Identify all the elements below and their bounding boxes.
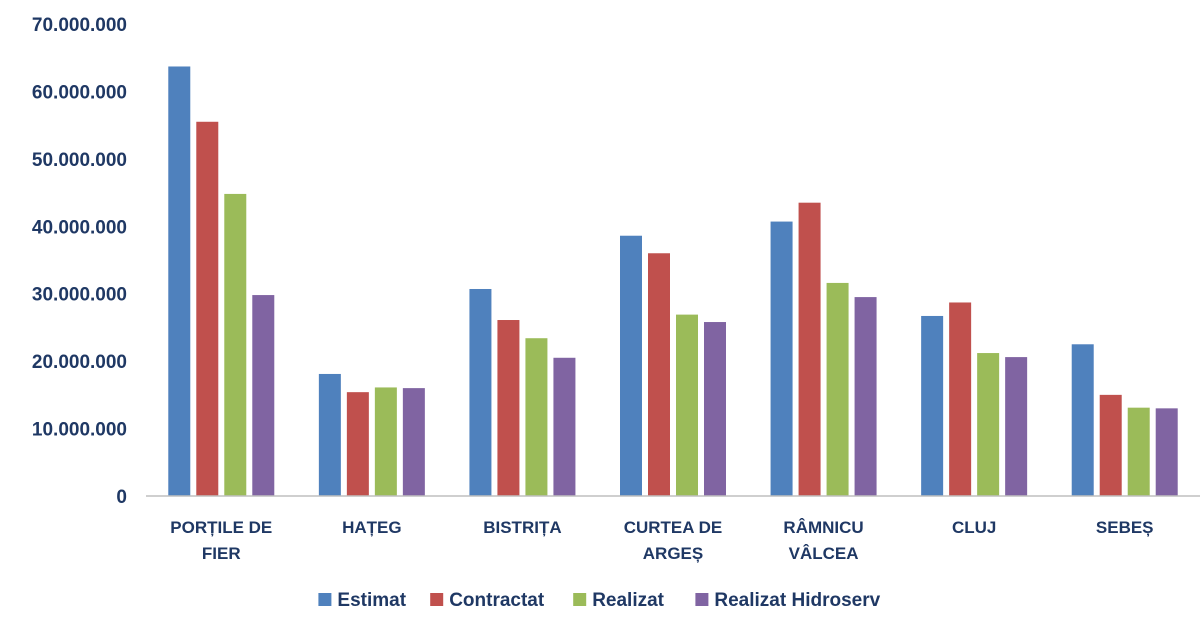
bar-realizat — [977, 353, 1000, 496]
bar-estimat — [1071, 344, 1094, 496]
bar-contractat — [497, 320, 520, 496]
x-tick-label: SEBEȘ — [1096, 518, 1154, 537]
legend-swatch — [318, 593, 332, 606]
legend-label: Estimat — [337, 590, 406, 611]
x-tick-label: VÂLCEA — [789, 544, 859, 563]
bar-contractat — [648, 253, 670, 496]
y-tick-label: 40.000.000 — [32, 217, 127, 238]
bar-realizat-hidroserv — [704, 322, 726, 496]
bar-estimat — [318, 373, 341, 496]
y-tick-label: 0 — [116, 487, 127, 508]
bar-realizat — [374, 387, 397, 496]
bar-estimat — [620, 235, 642, 496]
legend: Estimat Contractat Realizat Realizat Hidros… — [318, 590, 881, 611]
legend-swatch — [430, 593, 444, 606]
bar-realizat-hidroserv — [252, 295, 275, 496]
bars — [168, 66, 1178, 497]
y-tick-label: 20.000.000 — [32, 352, 127, 373]
x-tick-label: PORȚILE DE — [170, 518, 272, 537]
bar-contractat — [949, 302, 972, 496]
bar-realizat-hidroserv — [854, 297, 877, 496]
bar-realizat — [525, 338, 548, 496]
bar-estimat — [770, 221, 793, 496]
y-axis: 0 10.000.000 20.000.000 30.000.000 40.000.00… — [32, 15, 127, 508]
legend-label: Contractat — [449, 590, 545, 611]
legend-swatch — [695, 593, 709, 606]
bar-realizat-hidroserv — [553, 357, 576, 496]
x-tick-label: CLUJ — [952, 518, 996, 537]
bar-realizat — [826, 282, 849, 496]
legend-label: Realizat — [592, 590, 664, 611]
y-tick-label: 50.000.000 — [32, 150, 127, 171]
bar-realizat — [676, 314, 698, 496]
bar-contractat — [346, 392, 369, 496]
y-tick-label: 60.000.000 — [32, 82, 127, 103]
x-tick-label: RÂMNICU — [783, 518, 863, 537]
legend-swatch — [573, 593, 587, 606]
bar-realizat — [1127, 407, 1150, 496]
x-tick-label: CURTEA DE — [624, 518, 723, 537]
bar-realizat-hidroserv — [1155, 408, 1178, 496]
x-tick-label: HAȚEG — [342, 518, 402, 537]
bar-realizat-hidroserv — [402, 388, 425, 496]
y-tick-label: 30.000.000 — [32, 285, 127, 306]
bar-estimat — [921, 315, 944, 496]
x-tick-label: BISTRIȚA — [483, 518, 561, 537]
x-tick-label: FIER — [202, 544, 241, 563]
x-tick-label: ARGEȘ — [643, 544, 703, 563]
bar-estimat — [469, 288, 492, 496]
legend-label: Realizat Hidroserv — [714, 590, 880, 611]
bar-realizat-hidroserv — [1005, 357, 1028, 496]
y-tick-label: 10.000.000 — [32, 420, 127, 441]
bar-contractat — [196, 121, 219, 497]
bar-realizat — [224, 193, 247, 497]
bar-contractat — [1099, 394, 1122, 496]
y-tick-label: 70.000.000 — [32, 15, 127, 36]
bar-estimat — [168, 66, 191, 496]
bar-contractat — [798, 202, 821, 496]
x-axis: PORȚILE DE FIER HAȚEG BISTRIȚA CURTEA DE ARGE… — [170, 518, 1153, 563]
